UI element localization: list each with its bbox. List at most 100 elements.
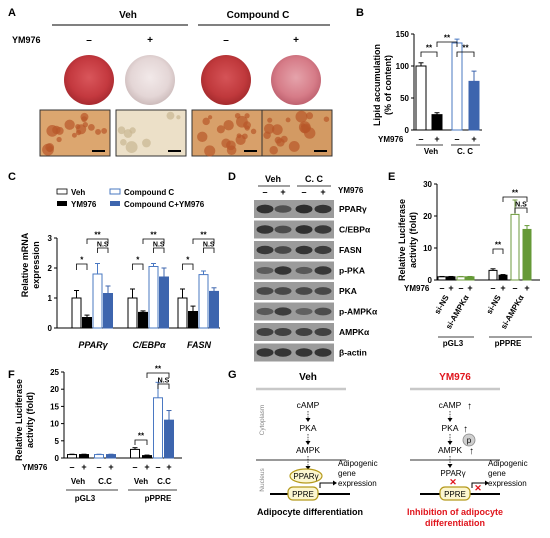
nucleus-label: Nucleus	[259, 468, 266, 492]
bar	[177, 297, 188, 329]
panel-b: B Lipid accumulation (% of content) 0 50 1…	[356, 7, 482, 156]
treatment-sign: –	[512, 283, 517, 293]
y-tick-label: 30	[423, 180, 432, 189]
blot-label: PPARγ	[339, 204, 367, 214]
y-axis-label-2: (% of content)	[383, 55, 393, 115]
bar	[465, 276, 475, 281]
blot-strip	[254, 241, 334, 259]
lipid-droplet	[295, 110, 308, 123]
protein-band	[274, 225, 292, 234]
treatment-sign: +	[147, 35, 153, 46]
ampk-node: AMPK	[296, 445, 320, 455]
gene-label: FASN	[187, 340, 212, 350]
significance-label: **	[155, 365, 162, 374]
lipid-droplet	[280, 135, 288, 143]
lipid-droplet	[269, 146, 278, 155]
y-tick-label: 0	[405, 126, 410, 135]
bar	[159, 276, 169, 329]
adipogenic-label-2: gene	[338, 469, 356, 478]
bar	[415, 65, 427, 131]
significance-label: N.S	[153, 242, 165, 249]
bar	[92, 273, 103, 329]
y-axis-label-1: Relative Luciferase	[14, 379, 24, 461]
bar	[522, 228, 532, 281]
bar	[106, 454, 116, 459]
micrograph	[115, 109, 187, 157]
scheme-title-veh: Veh	[299, 372, 317, 383]
treatment-sign: +	[108, 462, 113, 472]
cytoplasm-label: Cytoplasm	[259, 405, 266, 436]
group-label-veh: Veh	[119, 10, 137, 21]
bar	[153, 397, 163, 459]
y-tick-label: 25	[50, 368, 59, 377]
y-axis-label-2: activity (fold)	[408, 212, 418, 268]
protein-band	[274, 327, 292, 337]
panel-d: D Veh C. C YM976 – + – + PPARγ C/EBPα FASN p-P…	[228, 171, 378, 362]
treatment-sign: +	[166, 462, 171, 472]
legend: Veh YM976 Compound C Compound C+YM976	[56, 188, 205, 209]
group-label: C.C	[98, 477, 112, 486]
lipid-droplet	[197, 131, 208, 143]
blot-row: C/EBPα	[254, 220, 371, 239]
ym976-row-label: YM976	[404, 284, 430, 293]
culture-dish	[64, 55, 114, 105]
lipid-droplet	[267, 117, 273, 123]
lipid-droplet	[274, 136, 282, 144]
blot-label: p-AMPKα	[339, 307, 378, 317]
treatment-sign: +	[81, 462, 86, 472]
bar	[468, 80, 480, 131]
arrowhead	[447, 418, 453, 422]
y-axis-label-1: Relative mRNA	[20, 232, 30, 297]
significance-label: *	[186, 256, 190, 265]
protein-band	[314, 287, 332, 295]
caption-inhibition-1: Inhibition of adipocyte	[407, 507, 503, 517]
bar	[188, 311, 198, 329]
protein-band	[274, 307, 292, 316]
y-tick-label: 3	[48, 234, 53, 243]
protein-band	[314, 307, 332, 316]
y-tick-label: 0	[48, 324, 53, 333]
lipid-droplet	[236, 115, 248, 128]
scheme-title-ym976: YM976	[439, 372, 471, 383]
significance-bracket	[192, 238, 215, 244]
bar	[164, 419, 174, 459]
ym976-row-label: YM976	[378, 135, 404, 144]
sirna-label: si-AMPKα	[499, 293, 526, 330]
adipogenic-label-3: expression	[488, 479, 527, 488]
significance-bracket	[86, 238, 109, 244]
lipid-droplet	[216, 125, 225, 134]
treatment-sign: +	[280, 187, 285, 197]
ampk-node: AMPK	[438, 445, 462, 455]
bar	[82, 317, 92, 329]
bar	[148, 266, 159, 329]
significance-bracket	[420, 51, 438, 57]
bar	[142, 455, 152, 459]
group-label-veh: Veh	[424, 147, 438, 156]
gene-label: PPARγ	[78, 340, 108, 350]
blot-label: β-actin	[339, 348, 367, 358]
protein-band	[295, 266, 313, 275]
lipid-droplet	[87, 123, 95, 131]
significance-bracket	[502, 196, 528, 202]
pka-node: PKA	[441, 423, 458, 433]
bar	[127, 297, 138, 329]
treatment-sign: +	[500, 283, 505, 293]
y-tick-label: 10	[423, 244, 432, 253]
panel-label-g: G	[228, 369, 237, 381]
significance-label: **	[200, 231, 207, 240]
lipid-droplet	[129, 127, 136, 134]
legend-label-veh: Veh	[71, 188, 85, 197]
protein-band	[314, 204, 332, 214]
protein-band	[256, 327, 274, 337]
transcription-arrow	[471, 482, 486, 488]
up-arrow-icon: ↑	[463, 424, 468, 435]
significance-label: **	[94, 231, 101, 240]
pka-node: PKA	[299, 423, 316, 433]
protein-band	[256, 287, 274, 295]
lipid-droplet	[234, 112, 241, 119]
protein-band	[274, 266, 292, 275]
culture-dish	[271, 55, 321, 105]
blot-strip	[254, 261, 334, 280]
panel-label-b: B	[356, 7, 364, 19]
bar	[431, 114, 443, 131]
